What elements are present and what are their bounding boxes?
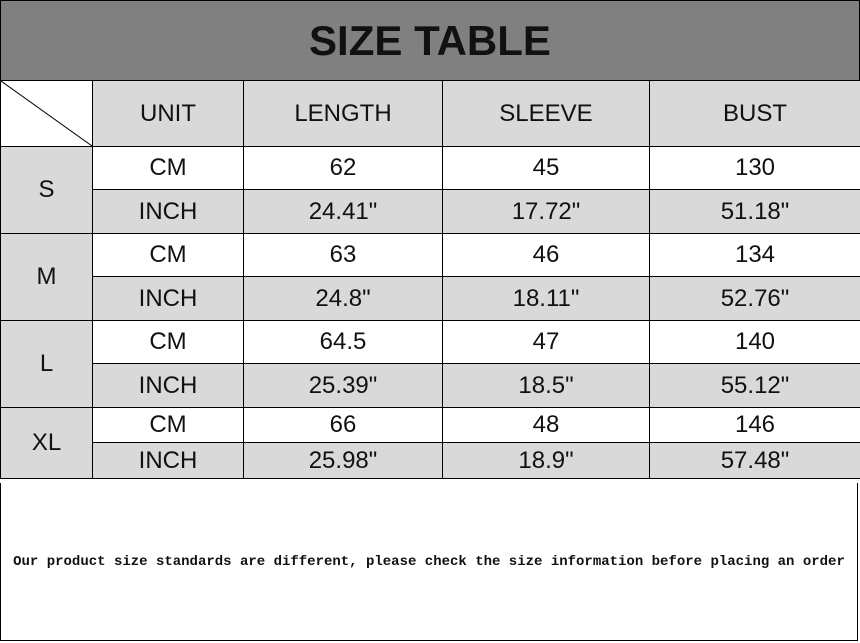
size-label: M — [0, 233, 93, 321]
table-row: L CM 64.5 47 140 — [0, 320, 860, 408]
value-cell: 18.11" — [442, 276, 650, 321]
header-bust: BUST — [649, 80, 860, 147]
value-cell: 17.72" — [442, 189, 650, 234]
diagonal-line — [1, 81, 92, 146]
table-row: M CM 63 46 134 — [0, 233, 860, 321]
value-cell: 47 — [442, 320, 650, 364]
value-cell: 25.39" — [243, 363, 443, 408]
value-cell: 140 — [649, 320, 860, 364]
value-cell: 51.18" — [649, 189, 860, 234]
value-cell: 48 — [442, 407, 650, 443]
value-cell: 57.48" — [649, 442, 860, 479]
value-cell: 66 — [243, 407, 443, 443]
value-cell: 146 — [649, 407, 860, 443]
header-unit: UNIT — [92, 80, 244, 147]
unit-cell: CM — [92, 146, 244, 190]
value-cell: 62 — [243, 146, 443, 190]
table-row: INCH 25.39" 18.5" 55.12" — [1, 363, 860, 408]
table-row: INCH 24.41" 17.72" 51.18" — [1, 189, 860, 234]
value-cell: 24.41" — [243, 189, 443, 234]
size-label: L — [0, 320, 93, 408]
page-title: SIZE TABLE — [0, 0, 860, 80]
value-cell: 64.5 — [243, 320, 443, 364]
unit-cell: CM — [92, 233, 244, 277]
size-table: UNIT LENGTH SLEEVE BUST S CM 62 45 130 INCH 24… — [0, 80, 860, 479]
unit-cell: INCH — [92, 189, 244, 234]
value-cell: 25.98" — [243, 442, 443, 479]
unit-cell: INCH — [92, 363, 244, 408]
unit-cell: INCH — [92, 276, 244, 321]
size-label: S — [0, 146, 93, 234]
unit-cell: INCH — [92, 442, 244, 479]
value-cell: 24.8" — [243, 276, 443, 321]
value-cell: 46 — [442, 233, 650, 277]
unit-cell: CM — [92, 407, 244, 443]
header-sleeve: SLEEVE — [442, 80, 650, 147]
table-row: XL CM 66 48 146 — [0, 407, 860, 479]
corner-cell — [0, 80, 93, 147]
size-note: Our product size standards are different… — [0, 483, 858, 641]
value-cell: 63 — [243, 233, 443, 277]
value-cell: 52.76" — [649, 276, 860, 321]
value-cell: 130 — [649, 146, 860, 190]
unit-cell: CM — [92, 320, 244, 364]
value-cell: 45 — [442, 146, 650, 190]
value-cell: 18.5" — [442, 363, 650, 408]
table-row: INCH 25.98" 18.9" 57.48" — [1, 442, 860, 479]
header-length: LENGTH — [243, 80, 443, 147]
table-row: INCH 24.8" 18.11" 52.76" — [1, 276, 860, 321]
value-cell: 55.12" — [649, 363, 860, 408]
value-cell: 134 — [649, 233, 860, 277]
size-label: XL — [0, 407, 93, 479]
value-cell: 18.9" — [442, 442, 650, 479]
table-row: S CM 62 45 130 — [0, 146, 860, 234]
header-row: UNIT LENGTH SLEEVE BUST — [0, 80, 860, 147]
